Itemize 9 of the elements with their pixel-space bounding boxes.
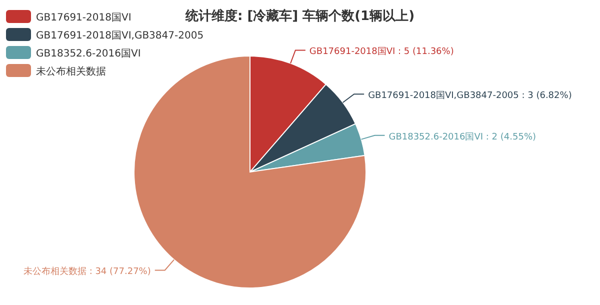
data-label: GB17691-2018国VI,GB3847-2005 : 3 (6.82%) [368, 91, 572, 102]
chart-title: 统计维度: [冷藏车] 车辆个数(1辆以上) [184, 8, 415, 24]
legend-label: 未公布相关数据 [36, 66, 106, 78]
data-label: GB17691-2018国VI : 5 (11.36%) [309, 47, 454, 58]
legend-label: GB17691-2018国VI,GB3847-2005 [36, 30, 204, 42]
data-label: 未公布相关数据 : 34 (77.27%) [23, 266, 151, 278]
legend-label: GB17691-2018国VI [36, 12, 132, 24]
data-label: GB18352.6-2016国VI : 2 (4.55%) [388, 132, 536, 142]
legend-label: GB18352.6-2016国VI [36, 48, 141, 60]
